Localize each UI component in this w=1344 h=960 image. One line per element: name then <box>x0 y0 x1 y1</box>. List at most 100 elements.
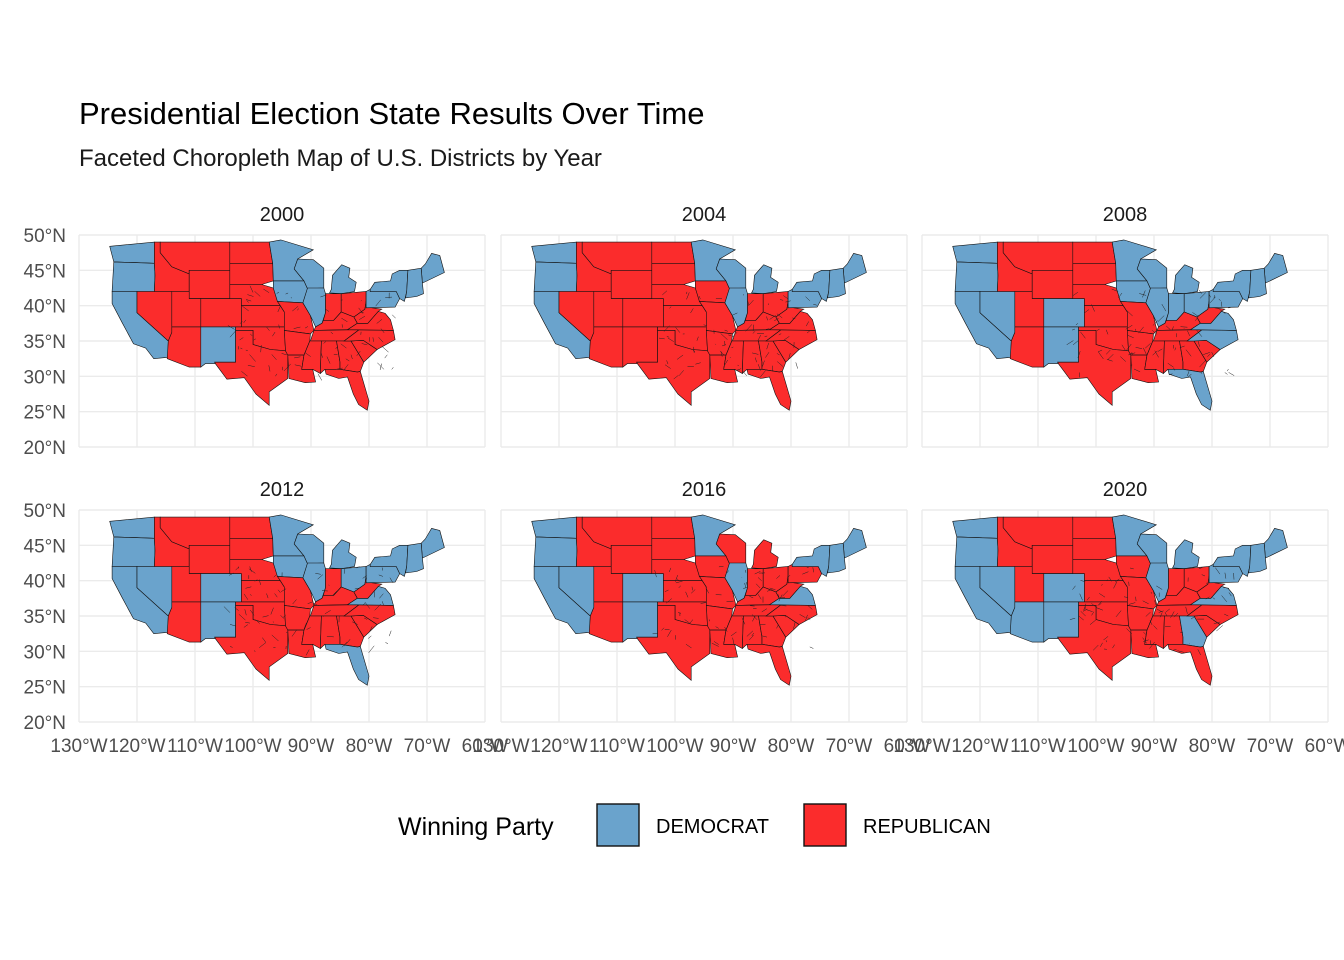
y-tick-label: 30°N <box>24 367 66 388</box>
x-tick-label: 120°W <box>951 736 1008 757</box>
region-ks <box>241 580 285 603</box>
region-nd <box>1072 516 1117 539</box>
region-az <box>166 326 202 368</box>
region-or <box>533 536 578 567</box>
chart-title: Presidential Election State Results Over… <box>79 96 704 131</box>
region-az <box>166 601 202 643</box>
legend-label-republican: REPUBLICAN <box>863 816 991 838</box>
district-boundaries <box>658 290 817 380</box>
region-ks <box>663 305 707 328</box>
map-regions <box>952 239 1288 411</box>
region-ia <box>694 555 730 579</box>
x-tick-label: 90°W <box>288 736 335 757</box>
region-ia <box>1116 555 1151 579</box>
y-tick-label: 50°N <box>24 226 66 247</box>
region-tx <box>636 330 711 406</box>
region-or <box>954 261 999 292</box>
region-wy <box>1031 544 1074 574</box>
legend-key-republican <box>803 803 847 847</box>
y-tick-label: 45°N <box>24 536 66 557</box>
district-boundaries <box>652 565 814 649</box>
region-wv <box>1196 300 1226 324</box>
facet-panel-2004: 2004 <box>500 204 908 448</box>
x-tick-label: 100°W <box>646 736 703 757</box>
region-me <box>1263 528 1288 559</box>
region-me <box>842 253 867 284</box>
region-wv <box>775 300 805 324</box>
x-tick-label: 130°W <box>50 736 107 757</box>
y-tick-label: 25°N <box>24 403 66 424</box>
region-sd <box>651 262 696 285</box>
region-nm <box>1043 326 1079 368</box>
chart-subtitle: Faceted Choropleth Map of U.S. Districts… <box>79 145 602 172</box>
x-tick-label: 60°W <box>1305 736 1344 757</box>
x-tick-label: 130°W <box>472 736 529 757</box>
x-tick-label: 70°W <box>1247 736 1294 757</box>
y-tick-label: 40°N <box>24 297 66 318</box>
x-tick-label: 110°W <box>167 736 223 757</box>
y-tick-label: 25°N <box>24 678 66 699</box>
region-co <box>200 573 242 603</box>
region-wy <box>610 269 653 299</box>
region-sd <box>1072 537 1117 560</box>
facet-label: 2000 <box>260 204 305 226</box>
region-or <box>533 261 578 292</box>
district-boundaries <box>223 566 394 656</box>
map-regions <box>109 514 445 686</box>
region-ks <box>1084 580 1128 603</box>
x-tick-label: 60°W <box>884 736 931 757</box>
facet-label: 2020 <box>1103 479 1148 501</box>
region-nm <box>622 326 658 368</box>
region-mi <box>1172 539 1200 570</box>
legend-title: Winning Party <box>398 813 554 841</box>
region-mi <box>329 539 357 570</box>
map-regions <box>531 239 867 411</box>
region-wy <box>188 269 231 299</box>
region-mi <box>751 264 779 295</box>
facet-label: 2004 <box>682 204 727 226</box>
region-wa <box>952 241 998 264</box>
x-tick-label: 60°W <box>462 736 509 757</box>
region-wa <box>531 241 577 264</box>
region-fl <box>324 368 370 411</box>
region-nm <box>622 601 658 643</box>
facet-label: 2008 <box>1103 204 1148 226</box>
region-nm <box>200 326 236 368</box>
x-tick-label: 90°W <box>1131 736 1178 757</box>
district-boundaries <box>1069 566 1235 656</box>
region-nd <box>1072 241 1117 264</box>
district-lines <box>223 566 394 656</box>
facet-label: 2012 <box>260 479 305 501</box>
facet-label: 2016 <box>682 479 727 501</box>
region-sd <box>229 537 274 560</box>
region-ks <box>1084 305 1128 328</box>
x-tick-label: 100°W <box>1067 736 1124 757</box>
region-wy <box>188 544 231 574</box>
region-nm <box>1043 601 1079 643</box>
region-tx <box>1057 330 1132 406</box>
district-lines <box>1066 288 1235 378</box>
region-me <box>420 253 445 284</box>
region-ne_ne <box>827 542 846 574</box>
region-co <box>622 573 664 603</box>
region-ks <box>241 305 285 328</box>
legend-label-democrat: DEMOCRAT <box>656 816 769 838</box>
region-wa <box>109 516 155 539</box>
map-regions <box>531 514 867 686</box>
district-lines <box>1069 566 1235 656</box>
region-mi <box>329 264 357 295</box>
region-ia <box>1116 280 1151 304</box>
x-tick-label: 70°W <box>826 736 873 757</box>
region-ia <box>694 280 730 304</box>
region-tx <box>214 605 289 681</box>
region-mi <box>751 539 779 570</box>
x-tick-label: 100°W <box>224 736 281 757</box>
region-pa <box>787 563 823 584</box>
x-tick-label: 80°W <box>768 736 815 757</box>
region-wy <box>610 544 653 574</box>
y-tick-label: 35°N <box>24 607 66 628</box>
district-boundaries <box>1066 288 1235 378</box>
region-co <box>622 298 664 328</box>
region-ne_ne <box>405 542 424 574</box>
region-tx <box>1057 605 1132 681</box>
